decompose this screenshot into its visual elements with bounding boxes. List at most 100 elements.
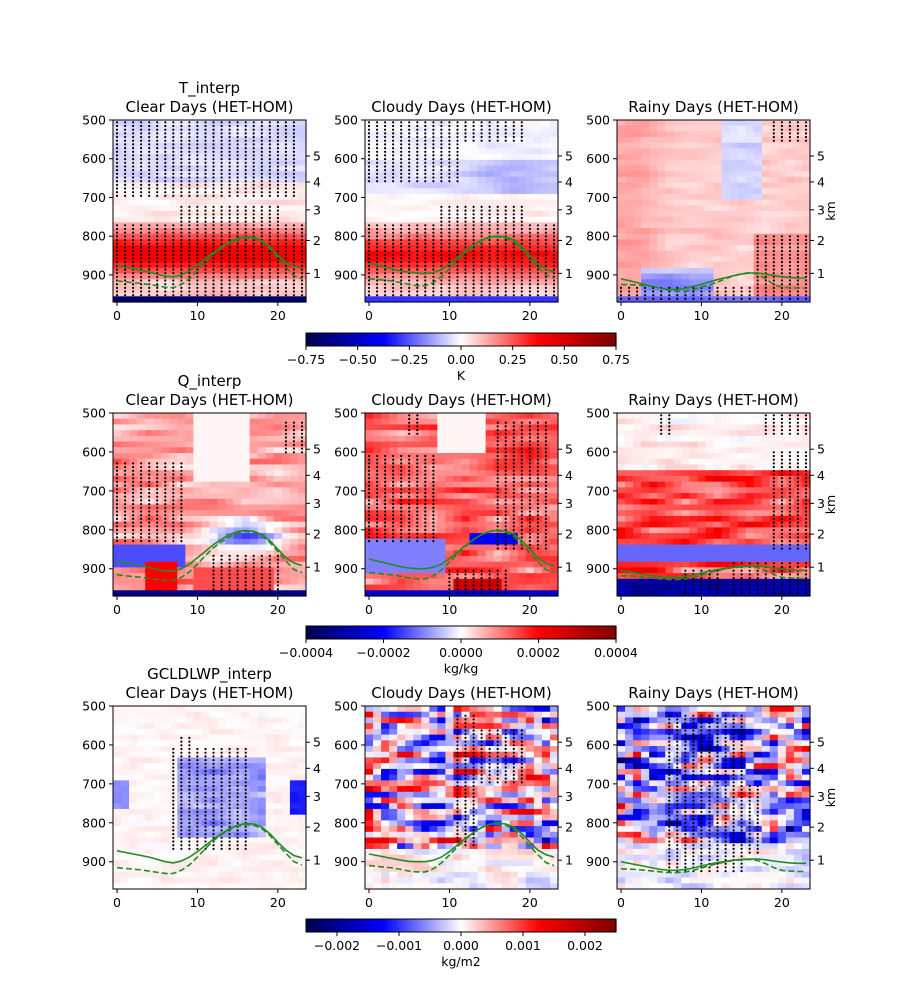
significance-dot bbox=[552, 238, 556, 242]
heatmap-cell bbox=[501, 239, 511, 246]
significance-dot bbox=[196, 154, 199, 157]
heatmap-cell bbox=[649, 182, 658, 189]
heatmap-cell bbox=[665, 154, 674, 161]
heatmap-cell bbox=[713, 171, 723, 178]
significance-dot bbox=[244, 231, 247, 234]
significance-dot bbox=[432, 224, 435, 227]
heatmap-cell bbox=[373, 239, 382, 246]
heatmap-cell bbox=[201, 521, 211, 528]
significance-dot bbox=[252, 161, 255, 164]
heatmap-cell bbox=[721, 222, 731, 229]
significance-dot bbox=[196, 180, 199, 183]
significance-dot bbox=[228, 172, 231, 175]
significance-dot bbox=[432, 139, 435, 142]
significance-dot bbox=[416, 264, 419, 267]
heatmap-cell bbox=[493, 165, 503, 172]
significance-dot bbox=[180, 227, 183, 231]
heatmap-cell bbox=[469, 176, 479, 184]
heatmap-cell bbox=[625, 245, 634, 252]
heatmap-cell bbox=[525, 154, 535, 161]
heatmap-cell bbox=[185, 413, 195, 420]
significance-dot bbox=[400, 180, 403, 183]
heatmap-cell bbox=[381, 205, 390, 212]
heatmap-cell bbox=[201, 154, 211, 161]
significance-dot bbox=[456, 124, 459, 128]
significance-dot bbox=[400, 124, 403, 128]
heatmap-cell bbox=[397, 165, 406, 172]
significance-dot bbox=[780, 264, 784, 267]
heatmap-cell bbox=[233, 176, 243, 184]
significance-dot bbox=[448, 253, 451, 256]
significance-dot bbox=[115, 224, 119, 227]
significance-dot bbox=[384, 246, 387, 249]
heatmap-cell bbox=[681, 262, 690, 269]
significance-dot bbox=[188, 220, 191, 223]
significance-dot bbox=[124, 158, 127, 161]
significance-dot bbox=[148, 180, 151, 183]
heatmap-cell bbox=[153, 447, 162, 454]
significance-dot bbox=[384, 279, 387, 282]
heatmap-cell bbox=[177, 199, 186, 206]
colorbar-segment bbox=[610, 333, 615, 346]
heatmap-cell bbox=[413, 131, 422, 138]
significance-dot bbox=[228, 132, 231, 135]
significance-dot bbox=[132, 154, 135, 157]
significance-dot bbox=[480, 275, 483, 278]
significance-dot bbox=[300, 231, 304, 234]
heatmap-cell bbox=[113, 267, 122, 275]
significance-dot bbox=[764, 238, 767, 242]
heatmap-cell bbox=[697, 165, 707, 172]
significance-dot bbox=[528, 224, 532, 227]
significance-dot bbox=[456, 180, 459, 183]
significance-dot bbox=[204, 283, 207, 286]
heatmap-cell bbox=[201, 131, 211, 138]
heatmap-cell bbox=[225, 267, 235, 275]
heatmap-cell bbox=[241, 256, 251, 263]
heatmap-cell bbox=[525, 148, 535, 155]
significance-dot bbox=[772, 297, 775, 300]
significance-dot bbox=[504, 220, 507, 223]
heatmap-cell bbox=[697, 131, 707, 138]
heatmap-cell bbox=[113, 256, 122, 263]
significance-dot bbox=[392, 147, 395, 150]
heatmap-cell bbox=[625, 142, 634, 150]
significance-dot bbox=[480, 205, 483, 208]
heatmap-cell bbox=[533, 120, 543, 127]
significance-dot bbox=[367, 286, 371, 289]
significance-dot bbox=[480, 216, 483, 220]
significance-dot bbox=[408, 294, 411, 297]
significance-dot bbox=[140, 191, 143, 194]
significance-dot bbox=[796, 283, 800, 286]
significance-dot bbox=[228, 180, 231, 183]
heatmap-cell bbox=[413, 256, 422, 263]
significance-dot bbox=[284, 279, 287, 282]
heatmap-cell bbox=[777, 176, 787, 184]
significance-dot bbox=[284, 194, 287, 197]
colorbar-segment bbox=[579, 333, 584, 346]
heatmap-cell bbox=[753, 256, 763, 263]
significance-dot bbox=[260, 253, 263, 256]
heatmap-cell bbox=[633, 256, 642, 263]
heatmap-cell bbox=[713, 273, 723, 280]
significance-dot bbox=[400, 242, 403, 245]
heatmap-cell bbox=[177, 430, 186, 437]
significance-dot bbox=[376, 124, 379, 128]
significance-dot bbox=[408, 231, 411, 234]
colorbar-segment bbox=[608, 333, 612, 346]
heatmap-cell bbox=[549, 131, 559, 138]
heatmap-cell bbox=[145, 131, 154, 138]
heatmap-cell bbox=[633, 199, 642, 206]
significance-dot bbox=[156, 172, 159, 175]
heatmap-cell bbox=[801, 165, 811, 172]
heatmap-cell bbox=[113, 590, 122, 597]
significance-dot bbox=[228, 183, 231, 186]
heatmap-cell bbox=[617, 250, 626, 258]
colorbar-segment bbox=[530, 333, 534, 346]
significance-dot bbox=[772, 139, 775, 142]
significance-dot bbox=[204, 253, 207, 256]
significance-dot bbox=[268, 139, 271, 142]
heatmap-cell bbox=[233, 165, 243, 172]
heatmap-cell bbox=[753, 159, 763, 167]
significance-dot bbox=[456, 268, 459, 271]
heatmap-cell bbox=[753, 137, 763, 144]
